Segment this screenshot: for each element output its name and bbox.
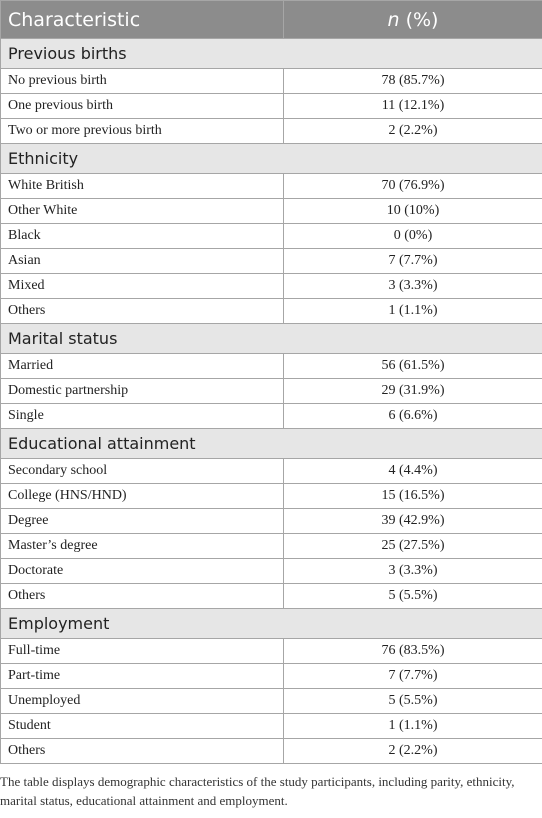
- section-row: Marital status: [0, 323, 542, 354]
- section-title: Employment: [0, 608, 542, 639]
- row-label: Student: [0, 713, 284, 739]
- row-label: Full-time: [0, 638, 284, 664]
- row-label: Domestic partnership: [0, 378, 284, 404]
- header-text: (%): [405, 8, 439, 31]
- row-label: Black: [0, 223, 284, 249]
- data-row: Others 2 (2.2%): [0, 738, 542, 764]
- data-row: Other White 10 (10%): [0, 198, 542, 224]
- row-label: No previous birth: [0, 68, 284, 94]
- section-row: Ethnicity: [0, 143, 542, 174]
- row-label: College (HNS/HND): [0, 483, 284, 509]
- row-value: 1 (1.1%): [283, 713, 542, 739]
- row-value: 7 (7.7%): [283, 248, 542, 274]
- demographics-table: Characteristic n (%) Previous births No p…: [0, 0, 542, 764]
- row-value: 5 (5.5%): [283, 583, 542, 609]
- header-cell: n (%): [283, 0, 542, 39]
- row-label: Single: [0, 403, 284, 429]
- row-label: Mixed: [0, 273, 284, 299]
- data-row: College (HNS/HND) 15 (16.5%): [0, 483, 542, 509]
- data-row: Others 5 (5.5%): [0, 583, 542, 609]
- data-row: One previous birth 11 (12.1%): [0, 93, 542, 119]
- section-title: Educational attainment: [0, 428, 542, 459]
- row-label: Two or more previous birth: [0, 118, 284, 144]
- row-value: 76 (83.5%): [283, 638, 542, 664]
- row-value: 5 (5.5%): [283, 688, 542, 714]
- row-label: Asian: [0, 248, 284, 274]
- data-row: Two or more previous birth 2 (2.2%): [0, 118, 542, 144]
- row-value: 10 (10%): [283, 198, 542, 224]
- row-value: 29 (31.9%): [283, 378, 542, 404]
- row-label: Degree: [0, 508, 284, 534]
- data-row: Asian 7 (7.7%): [0, 248, 542, 274]
- row-value: 1 (1.1%): [283, 298, 542, 324]
- row-label: Others: [0, 738, 284, 764]
- data-row: Secondary school 4 (4.4%): [0, 458, 542, 484]
- row-value: 2 (2.2%): [283, 118, 542, 144]
- row-label: Others: [0, 583, 284, 609]
- row-label: Others: [0, 298, 284, 324]
- data-row: Mixed 3 (3.3%): [0, 273, 542, 299]
- row-value: 70 (76.9%): [283, 173, 542, 199]
- row-label: Married: [0, 353, 284, 379]
- row-value: 11 (12.1%): [283, 93, 542, 119]
- row-label: Part-time: [0, 663, 284, 689]
- header-cell: Characteristic: [0, 0, 284, 39]
- section-title: Ethnicity: [0, 143, 542, 174]
- data-row: Part-time 7 (7.7%): [0, 663, 542, 689]
- data-row: White British 70 (76.9%): [0, 173, 542, 199]
- row-value: 15 (16.5%): [283, 483, 542, 509]
- section-title: Marital status: [0, 323, 542, 354]
- data-row: Married 56 (61.5%): [0, 353, 542, 379]
- row-value: 56 (61.5%): [283, 353, 542, 379]
- row-value: 0 (0%): [283, 223, 542, 249]
- row-label: Master’s degree: [0, 533, 284, 559]
- data-row: Others 1 (1.1%): [0, 298, 542, 324]
- row-label: Secondary school: [0, 458, 284, 484]
- data-row: Doctorate 3 (3.3%): [0, 558, 542, 584]
- header-row: Characteristic n (%): [0, 0, 542, 39]
- row-label: One previous birth: [0, 93, 284, 119]
- row-value: 2 (2.2%): [283, 738, 542, 764]
- data-row: Degree 39 (42.9%): [0, 508, 542, 534]
- row-value: 3 (3.3%): [283, 273, 542, 299]
- row-value: 25 (27.5%): [283, 533, 542, 559]
- section-row: Employment: [0, 608, 542, 639]
- data-row: No previous birth 78 (85.7%): [0, 68, 542, 94]
- row-value: 4 (4.4%): [283, 458, 542, 484]
- section-title: Previous births: [0, 38, 542, 69]
- data-row: Unemployed 5 (5.5%): [0, 688, 542, 714]
- row-label: Other White: [0, 198, 284, 224]
- row-value: 7 (7.7%): [283, 663, 542, 689]
- row-label: Doctorate: [0, 558, 284, 584]
- data-row: Full-time 76 (83.5%): [0, 638, 542, 664]
- row-label: White British: [0, 173, 284, 199]
- data-row: Student 1 (1.1%): [0, 713, 542, 739]
- data-row: Domestic partnership 29 (31.9%): [0, 378, 542, 404]
- row-value: 39 (42.9%): [283, 508, 542, 534]
- header-text: n: [387, 8, 400, 31]
- caption: The table displays demographic character…: [0, 774, 515, 808]
- row-value: 3 (3.3%): [283, 558, 542, 584]
- row-value: 78 (85.7%): [283, 68, 542, 94]
- data-row: Black 0 (0%): [0, 223, 542, 249]
- data-row: Single 6 (6.6%): [0, 403, 542, 429]
- row-label: Unemployed: [0, 688, 284, 714]
- data-row: Master’s degree 25 (27.5%): [0, 533, 542, 559]
- section-row: Educational attainment: [0, 428, 542, 459]
- section-row: Previous births: [0, 38, 542, 69]
- row-value: 6 (6.6%): [283, 403, 542, 429]
